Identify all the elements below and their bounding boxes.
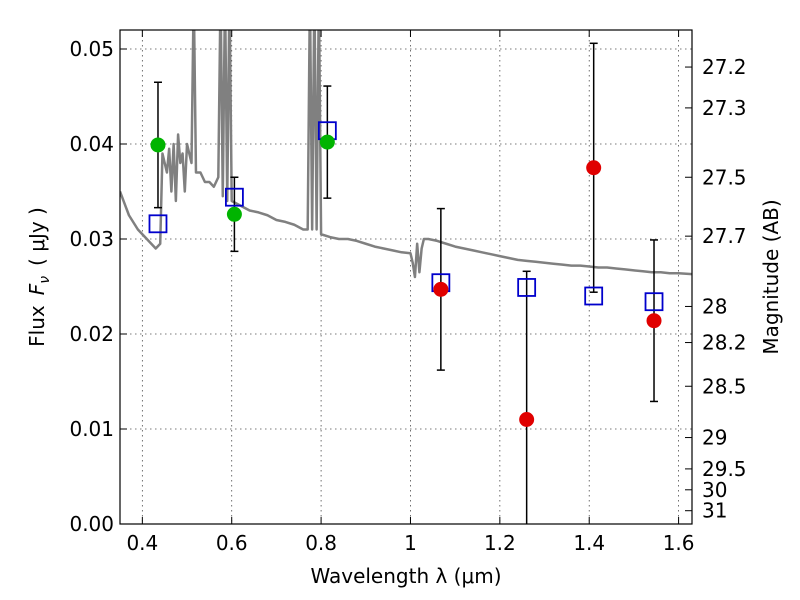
model-photometry-square (517, 278, 537, 297)
y-axis-label-symbol: F (25, 283, 49, 295)
plot-area (120, 30, 692, 524)
model-spectrum-line (120, 30, 692, 279)
model-photometry-square (644, 292, 664, 312)
x-tick-label: 0.4 (126, 531, 158, 555)
x-tick-label: 0.8 (305, 531, 337, 555)
model-photometry-square (148, 214, 168, 234)
y2-tick-label: 27.7 (702, 224, 747, 248)
y-tick-label: 0.03 (69, 227, 114, 251)
y2-tick-label: 27.2 (702, 55, 747, 79)
x-tick-label: 1.6 (663, 531, 695, 555)
y2-tick-label: 29.5 (702, 457, 747, 481)
y2-tick-label: 29 (702, 426, 727, 450)
model-photometry-square (584, 286, 604, 306)
y-tick-label: 0.05 (69, 37, 114, 61)
observed-optical-point (150, 137, 166, 153)
grid (120, 30, 692, 525)
x-tick-label: 1 (404, 531, 417, 555)
y2-axis-label: Magnitude (AB) (759, 199, 783, 354)
y2-tick-label: 28.2 (702, 331, 747, 355)
observed-nir-point (433, 281, 449, 297)
axes: 0.4 0.6 0.8 1 1.2 1.4 1.6 0.00 0.01 0.02 0.03 0.04 0… (69, 29, 747, 555)
model-photometry-square (224, 187, 244, 207)
observed-optical-point (226, 206, 242, 222)
observed-nir-point (586, 160, 602, 176)
y-axis-label: Flux Fν ( μJy ) (25, 207, 53, 347)
y2-tick-label: 28 (702, 294, 727, 318)
x-tick-label: 1.2 (484, 531, 516, 555)
y-axis-label-subscript: ν (37, 276, 53, 284)
y2-tick-label: 31 (702, 499, 727, 523)
observed-nir-point (646, 313, 662, 329)
x-axis-label: Wavelength λ (μm) (310, 564, 501, 588)
y2-tick-label: 28.5 (702, 374, 747, 398)
y-axis-label-unit: ( μJy ) (25, 207, 49, 266)
y-tick-label: 0.04 (69, 132, 114, 156)
y-tick-label: 0.02 (69, 322, 114, 346)
y-tick-label: 0.01 (69, 417, 114, 441)
plot-frame (119, 29, 693, 525)
y2-tick-label: 30 (702, 478, 727, 502)
y-tick-label: 0.00 (69, 512, 114, 536)
x-tick-label: 1.4 (573, 531, 605, 555)
y2-tick-label: 27.3 (702, 96, 747, 120)
observed-nir-point (519, 412, 535, 427)
observed-optical-point (319, 134, 335, 150)
x-tick-label: 0.6 (216, 531, 248, 555)
y2-tick-label: 27.5 (702, 165, 747, 189)
y-axis-label-prefix: Flux (25, 305, 49, 347)
